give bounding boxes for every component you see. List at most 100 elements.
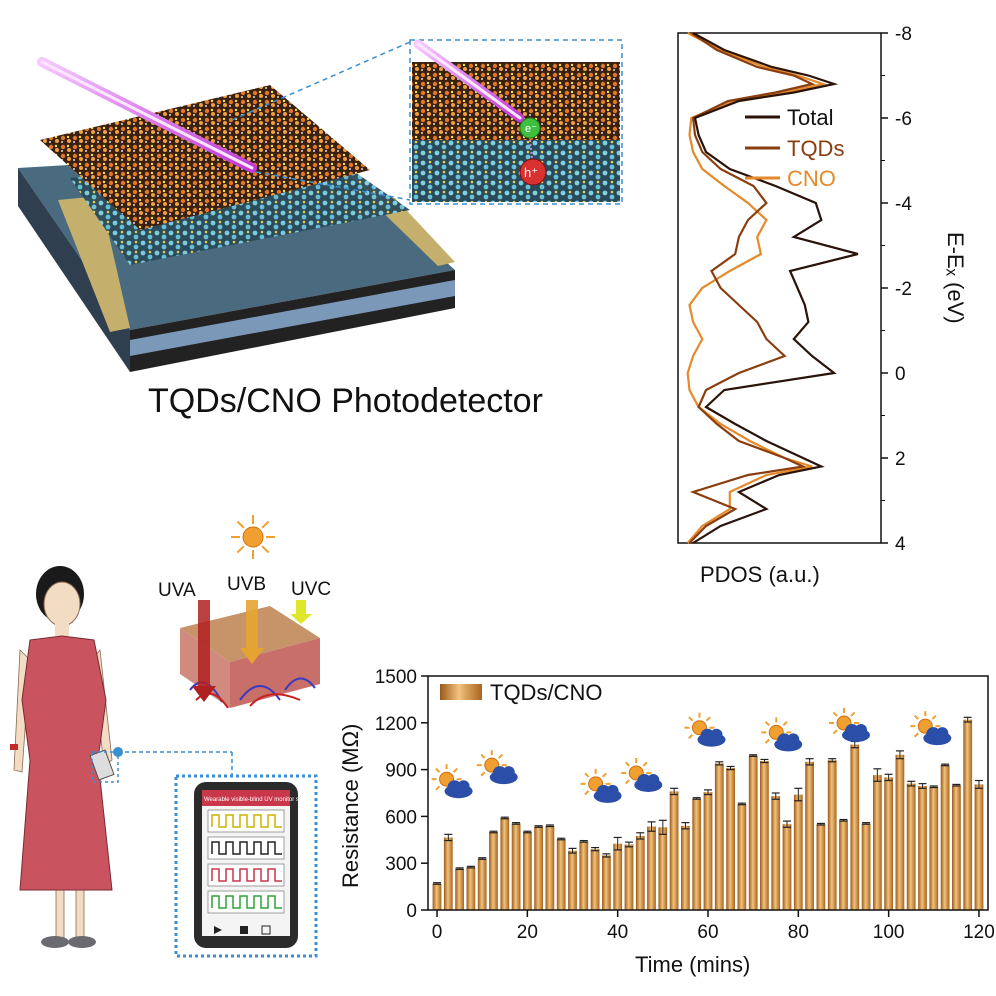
bar xyxy=(635,835,645,910)
bar xyxy=(613,843,623,910)
cloud-puff xyxy=(855,724,867,737)
phone-signal-trace xyxy=(211,868,282,882)
phone-menu-icon[interactable] xyxy=(261,925,271,935)
bar-xtick-label: 100 xyxy=(873,922,905,943)
sun-ray xyxy=(236,545,245,554)
charge-arrow xyxy=(529,139,533,159)
bar xyxy=(432,883,442,910)
bar-xtick-label: 0 xyxy=(432,922,443,943)
pdos-yticks: -8 -6 -4 -2 0 2 4 xyxy=(881,24,912,555)
electrode-left xyxy=(58,196,130,332)
uvc-arrow-shaft xyxy=(296,600,306,614)
legend-cno-label: CNO xyxy=(787,166,836,191)
bar-xlabel: Time (mins) xyxy=(635,952,750,977)
bar-legend-label: TQDs/CNO xyxy=(490,680,602,705)
face xyxy=(43,581,81,627)
bar-series xyxy=(432,716,984,910)
bar xyxy=(681,825,690,910)
sun-ray xyxy=(584,790,590,796)
uvc-arrow-head xyxy=(290,614,312,624)
bar-ytick-label: 300 xyxy=(385,854,417,875)
pdos-ytick-label: -6 xyxy=(895,109,912,130)
bar xyxy=(940,764,950,910)
bar-yticks: 0 300 600 900 1200 1500 xyxy=(375,667,428,922)
sun-ray xyxy=(452,767,458,773)
device-schematic xyxy=(18,41,455,372)
bar xyxy=(714,763,724,910)
pdos-line-total xyxy=(692,32,859,544)
cloud-puff xyxy=(700,728,715,743)
bar xyxy=(511,823,521,910)
bar-xtick-label: 20 xyxy=(517,922,538,943)
bar xyxy=(952,785,961,910)
bar xyxy=(692,798,702,910)
phone-panels xyxy=(207,809,285,914)
light-beam-core xyxy=(40,60,254,170)
pdos-line-tqds xyxy=(688,32,816,544)
bar xyxy=(760,761,769,910)
bar xyxy=(455,868,464,910)
cloud-puff xyxy=(606,784,619,797)
bar xyxy=(500,818,510,910)
cloud-puff xyxy=(710,728,723,741)
sun-ray xyxy=(850,711,856,717)
bar-ytick-label: 0 xyxy=(406,901,417,922)
pdos-ytick-label: 2 xyxy=(895,449,906,470)
bar xyxy=(850,744,860,910)
bar xyxy=(590,849,600,910)
partly-cloudy-icon xyxy=(829,708,870,743)
partly-cloudy-icon xyxy=(761,717,803,752)
wristband xyxy=(10,744,18,750)
bar xyxy=(726,768,735,910)
bar xyxy=(963,719,973,910)
cloud-puff xyxy=(492,766,507,781)
phone-play-icon[interactable] xyxy=(214,926,222,934)
bar-ytick-label: 1200 xyxy=(375,714,417,735)
inset-tqd-layer xyxy=(412,62,620,140)
weather-icons xyxy=(431,708,952,803)
sun-ray xyxy=(601,772,607,778)
bar-xtick-label: 40 xyxy=(607,922,628,943)
bar xyxy=(793,794,803,910)
sun-ray xyxy=(782,721,788,727)
bar-ytick-label: 600 xyxy=(385,807,417,828)
sun-ray xyxy=(480,771,486,777)
sun-disc xyxy=(242,526,264,548)
uva-arrow-head xyxy=(192,686,216,702)
sun-ray xyxy=(261,545,270,554)
bar xyxy=(884,777,893,910)
pdos-ylabel: E-Eₓ (eV) xyxy=(943,232,968,324)
bar xyxy=(658,827,668,910)
sun-icon xyxy=(231,515,275,559)
substrate-side-left xyxy=(18,168,130,372)
cloud-puff xyxy=(647,773,660,786)
sun-ray xyxy=(480,753,486,759)
pdos-legend: Total TQDs CNO xyxy=(745,105,844,191)
tqd-layer xyxy=(40,85,370,230)
cloud-puff xyxy=(637,773,652,788)
bar xyxy=(827,760,837,910)
cloud-puff xyxy=(926,727,941,742)
phone-header xyxy=(202,790,290,806)
cloud-puff xyxy=(787,733,800,746)
partly-cloudy-icon xyxy=(431,764,473,799)
phone-title: Wearable visible-blind UV monitor system xyxy=(204,797,315,803)
partly-cloudy-icon xyxy=(684,712,726,747)
uvc-label: UVC xyxy=(291,579,331,600)
bar-xticks: 0 20 40 60 80 100 120 xyxy=(432,910,995,943)
neck xyxy=(55,622,69,638)
bar xyxy=(805,761,814,910)
sun-ray xyxy=(642,761,648,767)
bar xyxy=(873,775,882,910)
phone-stop-icon[interactable] xyxy=(240,926,248,934)
skin-side-front xyxy=(230,638,320,708)
cloud-puff xyxy=(777,733,792,748)
pdos-ytick-label: 0 xyxy=(895,364,906,385)
phone-signal-trace xyxy=(211,895,282,909)
cloud-puff xyxy=(457,780,470,793)
shoe-right xyxy=(68,936,96,948)
electron-label: e⁻ xyxy=(525,123,537,135)
partly-cloudy-icon xyxy=(910,711,952,746)
